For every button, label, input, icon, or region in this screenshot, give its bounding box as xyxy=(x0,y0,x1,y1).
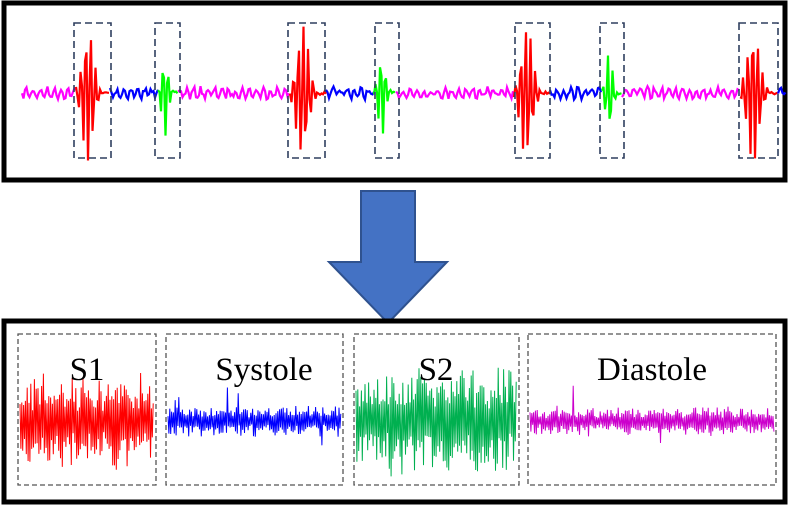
segment-s2-box xyxy=(353,333,520,486)
signal-s2-trace xyxy=(372,67,396,134)
segment-waveform-trace xyxy=(19,372,154,470)
segment-waveform-trace xyxy=(167,387,342,446)
segment-diastole-box xyxy=(527,333,777,486)
segment-s1: S1 xyxy=(17,333,157,486)
signal-systole-trace xyxy=(548,83,603,104)
signal-s2-trace xyxy=(600,55,622,119)
signal-diastole-trace xyxy=(177,83,290,103)
segments-panel: S1 Systole S2 Diastole xyxy=(1,318,788,505)
segment-waveform-trace xyxy=(529,385,775,444)
segment-systole-label: Systole xyxy=(215,352,312,388)
segment-s2: S2 xyxy=(353,333,520,486)
signal-panel xyxy=(1,0,788,183)
segment-s2-waveform xyxy=(355,367,517,477)
event-box xyxy=(599,22,625,159)
segment-diastole-label: Diastole xyxy=(597,352,707,388)
signal-diastole-trace xyxy=(621,82,740,103)
signal-s2-trace xyxy=(157,72,179,136)
signal-systole-trace xyxy=(108,85,159,103)
signal-waveform xyxy=(20,26,787,161)
segment-waveform-trace xyxy=(355,367,517,477)
segment-systole: Systole xyxy=(165,333,344,486)
signal-diastole-trace xyxy=(20,84,77,103)
event-box xyxy=(287,22,326,159)
event-box xyxy=(154,22,181,159)
segment-s1-label: S1 xyxy=(70,352,105,388)
signal-s1-trace xyxy=(74,40,110,161)
segment-diastole: Diastole xyxy=(527,333,777,486)
signal-s1-trace xyxy=(512,32,551,149)
event-box xyxy=(738,22,779,159)
segment-systole-waveform xyxy=(167,387,342,446)
event-box xyxy=(514,22,551,159)
segment-s1-waveform xyxy=(19,372,154,470)
sound-event-boxes xyxy=(73,22,779,159)
signal-systole-trace xyxy=(325,83,375,104)
event-box xyxy=(73,22,112,159)
segment-systole-box xyxy=(165,333,344,486)
segment-s2-label: S2 xyxy=(419,352,454,388)
signal-systole-trace xyxy=(776,85,787,96)
event-box xyxy=(374,22,400,159)
signal-s1-trace xyxy=(288,26,327,150)
segment-s1-box xyxy=(17,333,157,486)
signal-s1-trace xyxy=(739,48,778,159)
down-arrow-icon xyxy=(326,190,450,325)
signal-diastole-trace xyxy=(395,82,515,103)
segment-diastole-waveform xyxy=(529,385,775,444)
